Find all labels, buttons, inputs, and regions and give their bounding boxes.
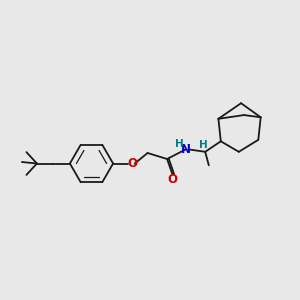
Text: H: H: [199, 140, 208, 150]
Text: O: O: [127, 157, 137, 170]
Text: N: N: [181, 143, 191, 156]
Text: O: O: [167, 172, 178, 186]
Text: H: H: [175, 139, 184, 149]
